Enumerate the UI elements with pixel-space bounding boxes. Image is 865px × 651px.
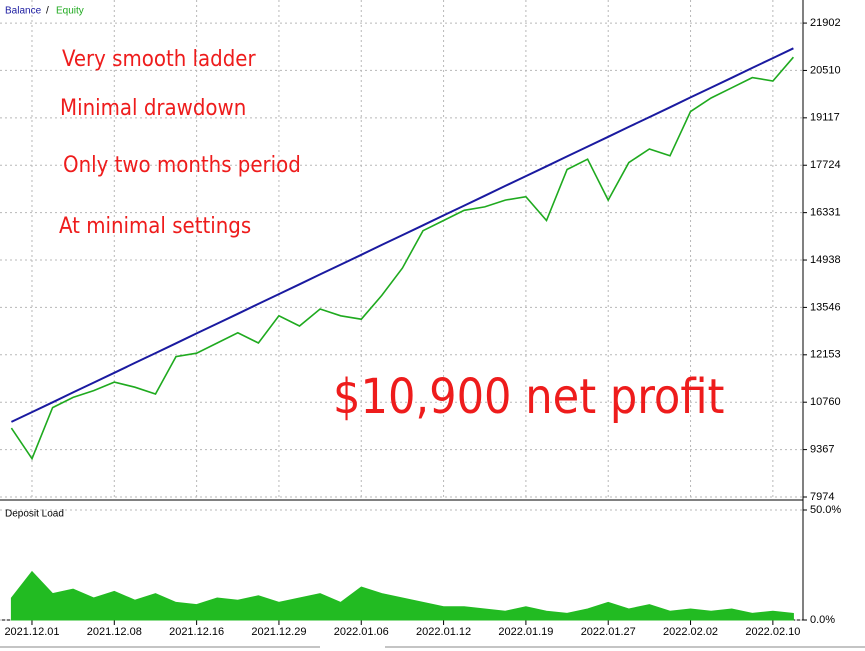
legend-balance: Balance [5, 6, 42, 17]
panel-title: Deposit Load [5, 509, 64, 520]
y-tick-label: 16331 [810, 207, 841, 219]
x-tick-label: 2021.12.01 [4, 626, 59, 638]
x-tick-label: 2022.02.02 [663, 626, 718, 638]
y-tick-label: 7974 [810, 491, 834, 503]
y-tick-label: 10760 [810, 396, 841, 408]
y-tick-label: 19117 [810, 112, 840, 124]
legend-equity: Equity [56, 6, 84, 17]
legend-separator: / [46, 6, 49, 17]
x-tick-label: 2021.12.16 [169, 626, 224, 638]
y-tick-label: 20510 [810, 64, 841, 76]
y-tick-label: 50.0% [810, 504, 841, 516]
y-tick-label: 14938 [810, 254, 841, 266]
x-tick-label: 2022.01.27 [581, 626, 636, 638]
annotation: Minimal drawdown [60, 96, 246, 121]
y-tick-label: 9367 [810, 444, 834, 456]
annotation: Very smooth ladder [62, 47, 256, 72]
x-tick-label: 2021.12.08 [87, 626, 142, 638]
annotation: $10,900 net profit [333, 369, 724, 425]
y-tick-label: 0.0% [810, 614, 835, 626]
x-tick-label: 2022.02.10 [745, 626, 800, 638]
series-line [10, 56, 795, 461]
y-tick-label: 17724 [810, 159, 841, 171]
x-tick-label: 2022.01.12 [416, 626, 471, 638]
annotation: Only two months period [63, 153, 301, 178]
x-tick-label: 2022.01.19 [498, 626, 553, 638]
x-tick-label: 2022.01.06 [334, 626, 389, 638]
y-tick-label: 21902 [810, 17, 841, 29]
area [10, 570, 794, 621]
annotation: At minimal settings [59, 214, 251, 239]
series-line [10, 47, 794, 423]
y-tick-label: 13546 [810, 301, 841, 313]
y-tick-label: 12153 [810, 349, 841, 361]
x-tick-label: 2021.12.29 [251, 626, 306, 638]
